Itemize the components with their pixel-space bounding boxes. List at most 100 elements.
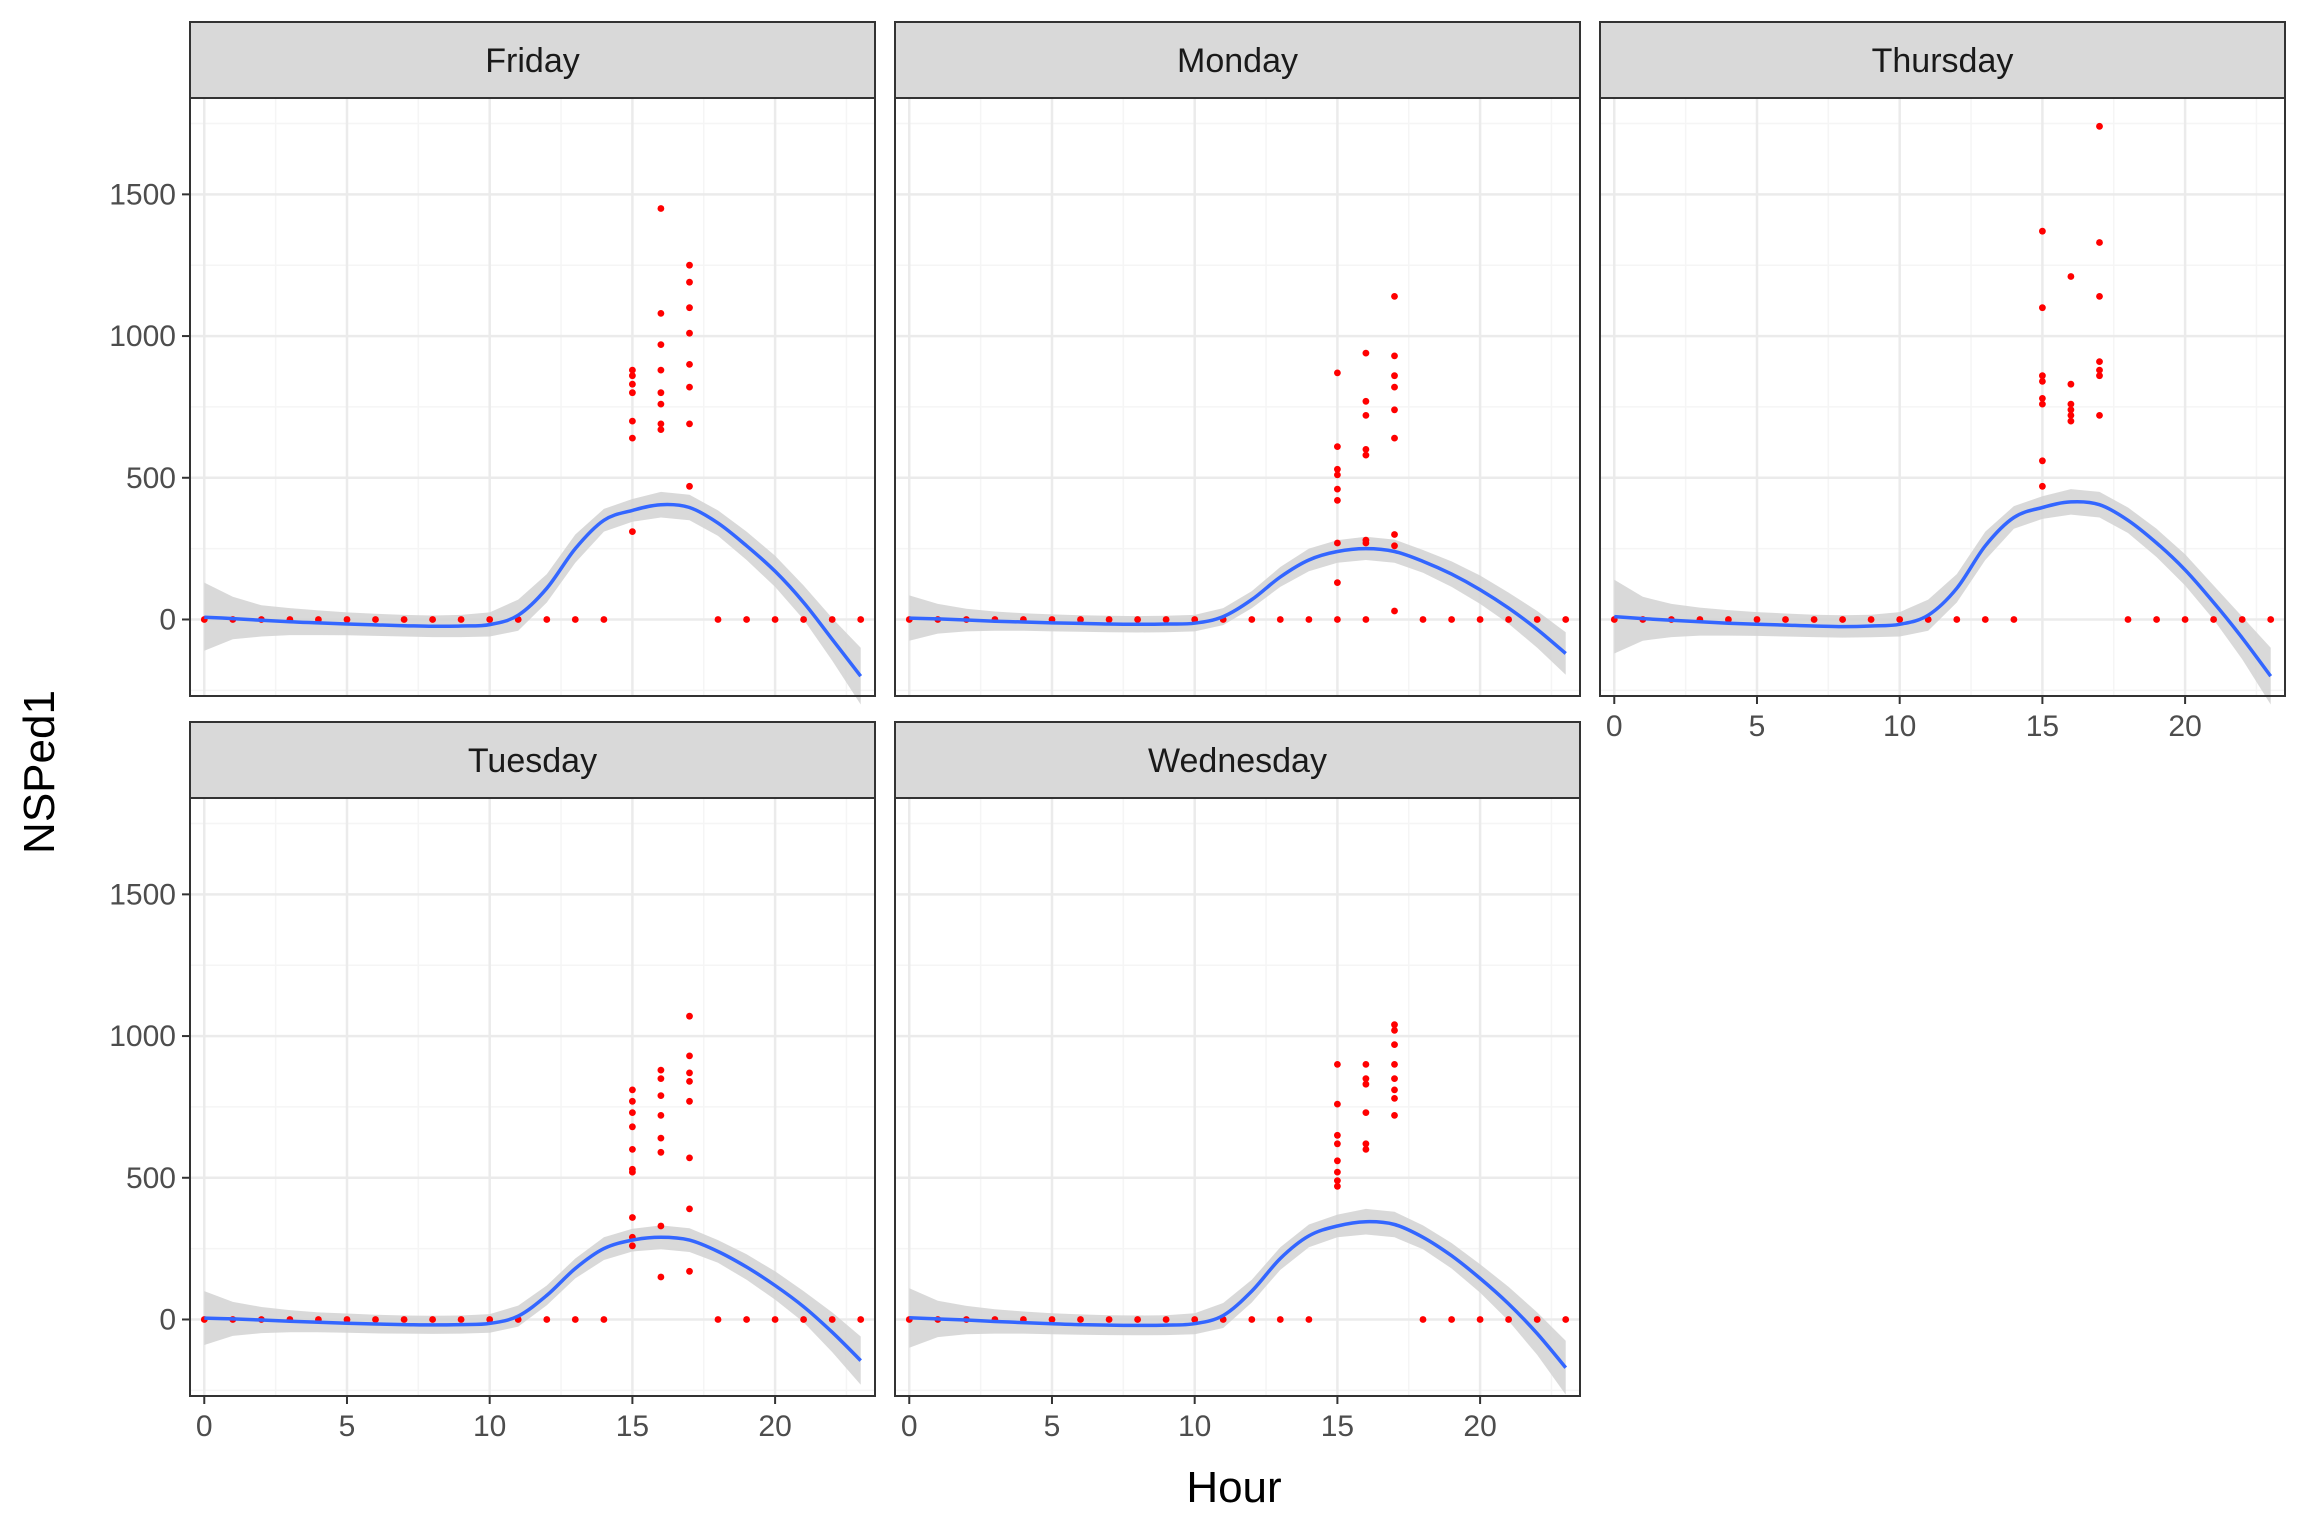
strip-friday — [189, 21, 876, 99]
data-point — [1134, 1316, 1141, 1323]
plot-area-monday — [895, 98, 1580, 696]
data-point — [1334, 471, 1341, 479]
data-point — [686, 261, 693, 269]
data-point — [1362, 397, 1370, 405]
data-point — [2096, 372, 2103, 380]
data-point — [2067, 417, 2075, 425]
data-point — [1448, 616, 1455, 623]
data-point — [686, 1069, 693, 1077]
strip-tuesday — [189, 721, 876, 799]
data-point — [1391, 383, 1398, 391]
data-point — [1362, 349, 1370, 357]
gridlines-wednesday — [895, 798, 1580, 1396]
data-point — [1810, 616, 1818, 623]
data-point — [1391, 1075, 1398, 1082]
data-point — [828, 616, 836, 623]
data-point — [771, 1316, 779, 1323]
data-point — [629, 528, 636, 535]
data-point — [1867, 616, 1875, 623]
data-point — [1419, 616, 1427, 623]
data-point — [400, 1316, 408, 1323]
data-point — [686, 278, 693, 286]
data-point — [1476, 1316, 1484, 1323]
x-tick-label: 15 — [2026, 710, 2059, 743]
data-point — [629, 417, 636, 425]
data-point — [1391, 1061, 1398, 1068]
data-point — [1334, 1061, 1341, 1068]
data-point — [1562, 616, 1570, 623]
data-point — [629, 1165, 636, 1173]
data-point — [600, 616, 608, 623]
data-point — [657, 1075, 665, 1082]
x-tick-label: 0 — [901, 1410, 918, 1443]
data-point — [1048, 1316, 1056, 1323]
data-point — [1362, 536, 1370, 544]
data-point — [2096, 239, 2103, 246]
y-tick-label: 1000 — [109, 1020, 176, 1053]
data-point — [2096, 122, 2103, 130]
data-point — [1276, 616, 1284, 623]
data-point — [629, 389, 636, 397]
data-point — [2181, 616, 2189, 623]
data-point — [714, 1316, 722, 1323]
data-point — [1334, 1182, 1341, 1190]
x-tick-label: 10 — [473, 1410, 506, 1443]
data-point — [1391, 607, 1398, 615]
data-point — [686, 329, 693, 337]
x-tick-label: 0 — [1606, 710, 1623, 743]
y-tick-label: 500 — [126, 1162, 176, 1195]
smooth-line-monday — [909, 546, 1567, 655]
data-point — [629, 380, 636, 388]
panel-border-friday — [189, 97, 876, 697]
data-point — [686, 482, 693, 490]
x-tick-label: 20 — [758, 1410, 791, 1443]
strip-label-monday: Monday — [1177, 42, 1298, 80]
smooth-line-friday — [204, 502, 863, 678]
data-point — [2210, 616, 2218, 623]
panel-thursday: Thursday 0 5 10 15 20 — [1599, 21, 2286, 743]
data-point — [657, 389, 665, 397]
data-point — [629, 372, 636, 380]
data-point — [343, 616, 351, 623]
data-point — [1725, 616, 1732, 623]
gridlines-thursday — [1600, 98, 2285, 696]
data-point — [1391, 542, 1398, 550]
y-tick-label: 1500 — [109, 178, 176, 211]
data-point — [800, 1316, 807, 1323]
data-point — [2067, 273, 2075, 280]
data-point — [657, 1134, 665, 1142]
y-tick-label: 1500 — [109, 878, 176, 911]
strip-label-friday: Friday — [485, 42, 579, 80]
data-point — [1105, 616, 1113, 623]
data-point — [657, 1148, 665, 1156]
data-point — [657, 1273, 665, 1281]
strip-label-thursday: Thursday — [1872, 42, 2014, 80]
data-point — [2096, 358, 2103, 365]
data-point — [1391, 1027, 1398, 1034]
data-point — [2039, 457, 2046, 465]
data-point — [857, 616, 865, 623]
data-point — [1533, 616, 1541, 623]
strip-label-wednesday: Wednesday — [1148, 742, 1327, 780]
data-point — [1105, 1316, 1113, 1323]
data-point — [1334, 1168, 1341, 1176]
data-point — [571, 1316, 579, 1323]
data-point — [2267, 616, 2275, 623]
data-point — [629, 1146, 636, 1153]
data-point — [828, 1316, 836, 1323]
data-point — [1362, 451, 1370, 459]
data-point — [1334, 1140, 1341, 1148]
data-point — [629, 1086, 636, 1094]
data-point — [2067, 406, 2075, 414]
data-point — [543, 1316, 551, 1323]
data-point — [629, 1214, 636, 1221]
data-point — [1334, 497, 1341, 504]
x-tick-label: 5 — [1749, 710, 1766, 743]
data-point — [1362, 1109, 1370, 1116]
data-point — [1362, 1080, 1370, 1088]
data-point — [1077, 1316, 1084, 1323]
x-tick-label: 20 — [2168, 710, 2201, 743]
data-point — [686, 1154, 693, 1162]
x-tick-label: 15 — [616, 1410, 649, 1443]
x-tick-label: 5 — [339, 1410, 356, 1443]
